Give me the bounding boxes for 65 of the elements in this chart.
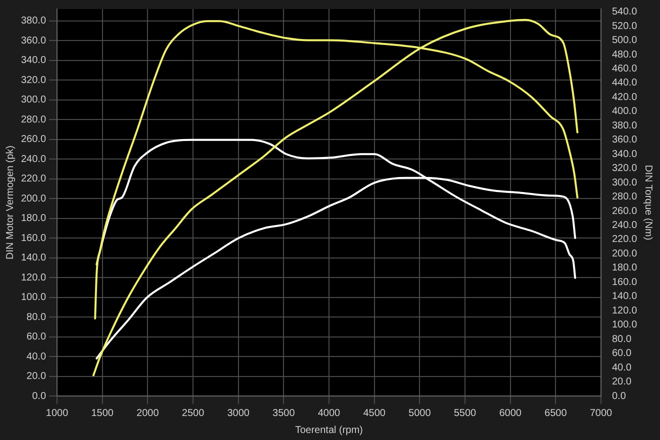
x-tick-label: 5000 [408,408,432,419]
y-tick-label: 60.0 [26,332,46,343]
x-axis-title: Toerental (rpm) [295,424,363,436]
y2-tick-label: 320.0 [612,163,638,174]
y2-tick-label: 100.0 [612,320,638,331]
y-tick-label: 220.0 [20,174,46,185]
y2-tick-label: 540.0 [612,6,638,18]
x-tick-label: 4500 [363,408,386,419]
y-tick-label: 120.0 [20,272,46,284]
y2-tick-label: 480.0 [612,49,638,60]
y2-tick-label: 260.0 [612,206,638,217]
y2-tick-label: 340.0 [612,148,638,160]
y2-tick-label: 20.0 [612,376,632,388]
y2-tick-label: 460.0 [612,64,638,75]
y2-tick-label: 500.0 [612,35,638,46]
x-tick-label: 6500 [544,408,568,419]
y2-tick-label: 240.0 [612,220,638,232]
y2-tick-label: 360.0 [612,134,638,146]
y-tick-label: 140.0 [20,252,46,264]
x-tick-label: 7000 [590,408,613,419]
y2-tick-label: 520.0 [612,20,638,32]
y2-tick-label: 220.0 [612,234,638,246]
y-tick-label: 360.0 [20,35,46,46]
y-tick-label: 80.0 [26,312,46,323]
y2-tick-label: 40.0 [612,362,632,374]
y2-tick-label: 400.0 [612,106,638,118]
y-tick-label: 240.0 [20,154,46,165]
y2-tick-label: 200.0 [612,248,638,260]
y-tick-label: 200.0 [20,193,46,204]
y-tick-label: 20.0 [26,371,46,382]
y2-tick-label: 180.0 [612,262,638,274]
y-tick-label: 300.0 [20,94,46,106]
y2-tick-label: 280.0 [612,192,638,203]
y-tick-label: 180.0 [20,213,46,224]
x-tick-label: 6000 [499,408,522,419]
y2-tick-label: 380.0 [612,120,638,132]
y-tick-label: 380.0 [20,16,46,27]
y2-tick-label: 140.0 [612,291,638,302]
y2-tick-label: 0.0 [612,390,626,402]
y-axis-title: DIN Motor Vermogen (pk) [4,146,16,260]
y-tick-label: 320.0 [20,74,46,86]
y-tick-label: 100.0 [20,292,46,304]
y2-tick-label: 160.0 [612,276,638,288]
y-tick-label: 0.0 [32,390,46,402]
y2-tick-label: 120.0 [612,305,638,316]
x-tick-label: 2500 [182,408,205,419]
y2-tick-label: 420.0 [612,92,638,103]
line-series [92,18,578,376]
y2-tick-label: 60.0 [612,348,632,360]
x-tick-label: 3500 [272,408,296,419]
y-tick-label: 160.0 [20,232,46,244]
y-tick-label: 260.0 [20,134,46,146]
x-tick-label: 1000 [46,408,69,419]
y-tick-label: 280.0 [20,114,46,126]
y2-tick-label: 80.0 [612,334,632,345]
x-tick-label: 5500 [454,408,477,419]
x-tick-label: 4000 [318,408,341,419]
y2-tick-label: 440.0 [612,78,638,89]
x-tick-label: 1500 [91,408,114,419]
y2-tick-label: 300.0 [612,177,638,188]
x-tick-label: 2000 [136,408,160,419]
y-tick-label: 340.0 [20,55,46,66]
x-tick-label: 3000 [227,408,250,419]
y-tick-label: 40.0 [26,351,46,362]
y2-axis-title: DIN Torque (Nm) [642,164,654,240]
